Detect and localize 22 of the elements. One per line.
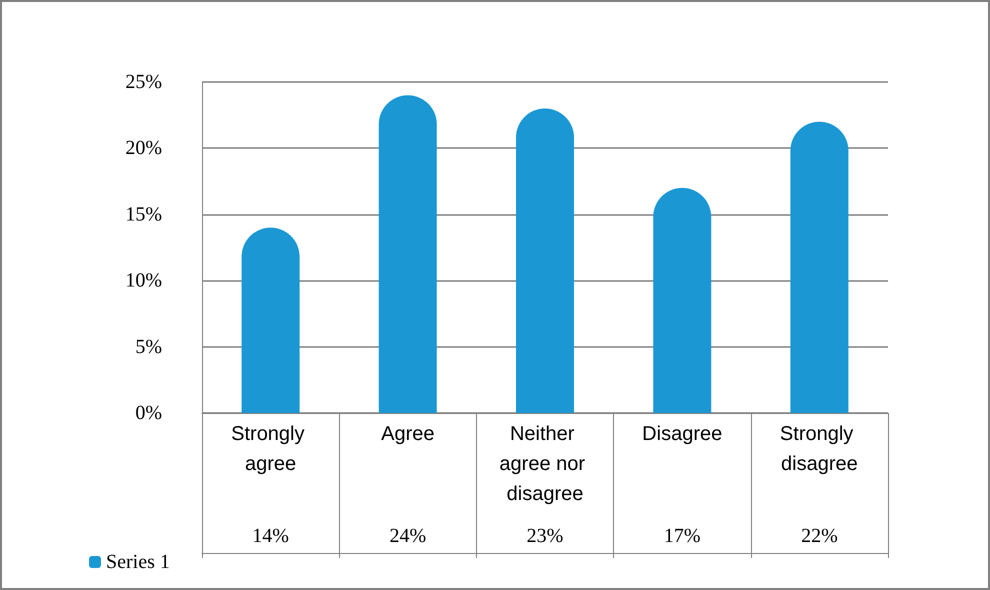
- bar: [242, 228, 300, 413]
- y-tick-label: 10%: [125, 270, 162, 292]
- legend-label: Series 1: [106, 551, 170, 573]
- data-label: 23%: [526, 525, 564, 547]
- y-tick-label: 20%: [125, 137, 162, 160]
- bar: [516, 108, 574, 413]
- x-tick-label: Agree: [381, 423, 434, 445]
- x-tick-label: Strongly agree: [231, 423, 310, 475]
- bar: [378, 95, 437, 413]
- y-tick-label: 25%: [125, 71, 162, 93]
- x-tick-label: Strongly disagree: [780, 423, 859, 475]
- data-label: 24%: [389, 525, 426, 547]
- y-tick-label: 0%: [135, 402, 162, 424]
- x-tick-label: Neither agree nor disagree: [499, 423, 591, 505]
- x-tick-label: Disagree: [642, 423, 722, 445]
- data-label: 22%: [801, 525, 838, 547]
- bar: [653, 188, 712, 413]
- y-tick-label: 5%: [135, 336, 162, 358]
- data-label: 14%: [252, 525, 289, 547]
- data-label: 17%: [664, 525, 701, 547]
- y-tick-label: 15%: [125, 203, 162, 226]
- bar: [790, 122, 848, 413]
